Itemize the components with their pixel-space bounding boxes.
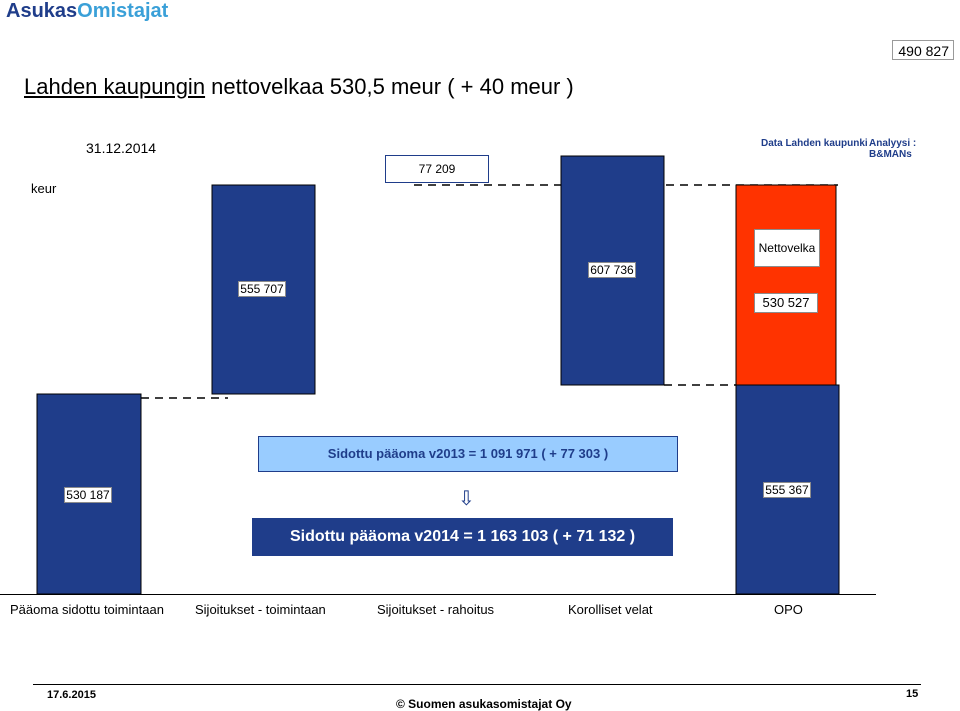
- category-label-1: Pääoma sidottu toimintaan: [10, 602, 164, 617]
- chart-date: 31.12.2014: [86, 140, 157, 156]
- footer-date: 17.6.2015: [47, 689, 96, 701]
- top-value: 490 827: [892, 40, 954, 60]
- footer-copyright: © Suomen asukasomistajat Oy: [396, 697, 572, 711]
- category-label-5: OPO: [774, 602, 803, 617]
- bar-label-3: 77 209: [385, 155, 489, 183]
- category-label-4: Korolliset velat: [568, 602, 653, 617]
- data-source: Data Lahden kaupunki: [761, 138, 868, 149]
- category-label-3: Sijoitukset - rahoitus: [377, 602, 495, 617]
- bar-label-1: 530 187: [64, 487, 112, 503]
- chart-baseline: [0, 594, 876, 595]
- bar-label-6: 555 367: [763, 482, 811, 498]
- page-title: Lahden kaupungin nettovelkaa 530,5 meur …: [24, 74, 574, 100]
- title-underlined: Lahden kaupungin: [24, 74, 206, 99]
- bar-label-nettovelka: Nettovelka: [754, 229, 820, 267]
- category-label-2: Sijoitukset - toimintaan: [195, 602, 326, 617]
- footer-divider: [33, 684, 921, 685]
- bar-label-4: 607 736: [588, 262, 636, 278]
- down-arrow-icon: ⇩: [458, 488, 475, 510]
- bar-label-2: 555 707: [238, 281, 286, 297]
- analysis-source: Analyysi : B&MANs: [869, 138, 917, 160]
- page-number: 15: [906, 688, 919, 700]
- brand-logo: AsukasOmistajat: [6, 0, 169, 22]
- capital-2013-box: Sidottu pääoma v2013 = 1 091 971 ( + 77 …: [258, 436, 678, 472]
- bar-4: [735, 184, 837, 386]
- unit-label: keur: [31, 181, 57, 196]
- title-rest: nettovelkaa 530,5 meur ( + 40 meur ): [205, 74, 574, 99]
- capital-2014-box: Sidottu pääoma v2014 = 1 163 103 ( + 71 …: [252, 518, 673, 556]
- bar-label-5: 530 527: [754, 293, 818, 313]
